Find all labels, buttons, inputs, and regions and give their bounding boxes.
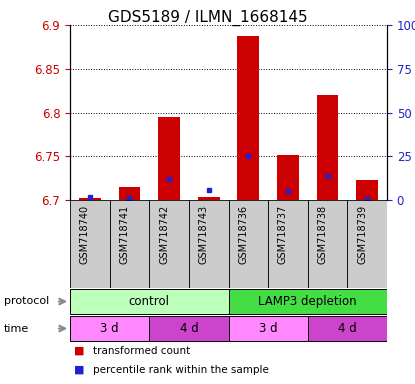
Text: 4 d: 4 d	[338, 322, 357, 335]
Text: GSM718738: GSM718738	[317, 204, 327, 263]
Text: GSM718743: GSM718743	[199, 204, 209, 263]
Text: 3 d: 3 d	[100, 322, 119, 335]
Bar	[149, 200, 189, 288]
Bar	[347, 200, 387, 288]
Bar	[356, 180, 378, 200]
Text: GSM718739: GSM718739	[357, 204, 367, 263]
Text: percentile rank within the sample: percentile rank within the sample	[93, 365, 269, 375]
Bar	[189, 200, 229, 288]
Bar	[158, 117, 180, 200]
Bar	[149, 316, 229, 341]
Text: control: control	[129, 295, 170, 308]
Text: GSM718741: GSM718741	[120, 204, 129, 263]
Text: protocol: protocol	[4, 296, 49, 306]
Bar	[70, 200, 110, 288]
Text: GSM718737: GSM718737	[278, 204, 288, 264]
Text: ■: ■	[74, 365, 85, 375]
Text: GSM718736: GSM718736	[238, 204, 248, 263]
Bar	[268, 200, 308, 288]
Bar	[110, 200, 149, 288]
Text: GSM718740: GSM718740	[80, 204, 90, 263]
Bar	[277, 154, 299, 200]
Bar	[70, 316, 149, 341]
Text: GDS5189 / ILMN_1668145: GDS5189 / ILMN_1668145	[107, 10, 308, 26]
Bar	[119, 187, 140, 200]
Text: transformed count: transformed count	[93, 346, 190, 356]
Text: 4 d: 4 d	[180, 322, 198, 335]
Bar	[229, 316, 308, 341]
Bar	[308, 316, 387, 341]
Bar	[308, 200, 347, 288]
Bar	[317, 95, 339, 200]
Bar	[79, 198, 101, 200]
Text: GSM718742: GSM718742	[159, 204, 169, 264]
Bar	[229, 200, 268, 288]
Bar	[229, 288, 387, 314]
Bar	[237, 36, 259, 200]
Bar	[70, 288, 229, 314]
Text: ■: ■	[74, 346, 85, 356]
Bar	[198, 197, 220, 200]
Text: time: time	[4, 323, 29, 333]
Text: LAMP3 depletion: LAMP3 depletion	[259, 295, 357, 308]
Text: 3 d: 3 d	[259, 322, 278, 335]
